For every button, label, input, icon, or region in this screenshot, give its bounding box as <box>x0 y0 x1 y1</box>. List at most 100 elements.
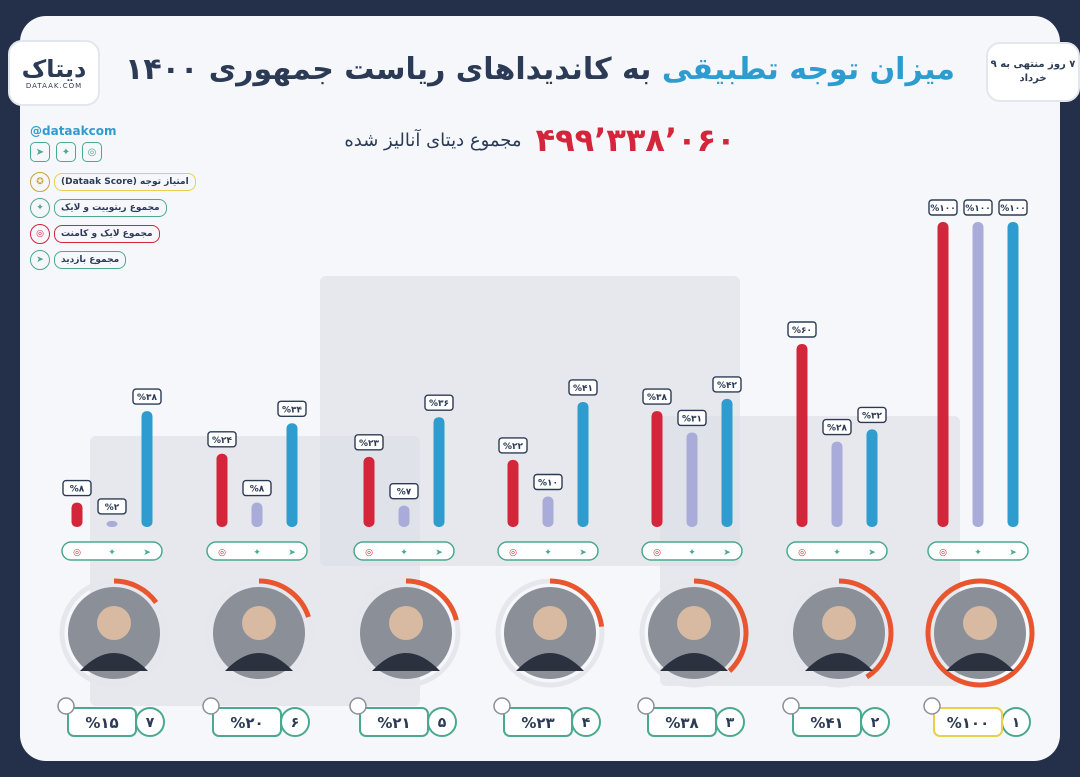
score-value: %۴۱ <box>810 714 843 732</box>
rank-number: ۵ <box>438 715 447 731</box>
data-label-twitter: %۳۱ <box>682 414 702 424</box>
candidate-avatar-face <box>389 606 423 640</box>
date-badge: ۷ روز منتهی به ۹ خرداد <box>986 42 1080 102</box>
data-label-box <box>242 479 272 497</box>
medal-icon: ✪ <box>30 172 50 192</box>
date-note: ۷ روز منتهی به ۹ خرداد <box>990 59 1076 84</box>
data-label-box <box>132 388 162 405</box>
telegram-icon: ➤ <box>579 548 587 558</box>
data-label-box <box>277 400 307 417</box>
legend-label-telegram: مجموع بازدید <box>54 251 127 269</box>
rank-number: ۳ <box>726 715 735 731</box>
icon-strip <box>206 541 308 561</box>
instagram-icon: ◎ <box>365 548 373 558</box>
total-value: ۴۹۹٬۳۳۸٬۰۶۰ <box>535 121 736 159</box>
data-label-box <box>677 409 707 427</box>
candidate-avatar-face <box>822 606 856 640</box>
data-label-box <box>928 199 958 216</box>
candidate-avatar-face <box>533 606 567 640</box>
bar-twitter <box>686 432 698 527</box>
data-label-box <box>207 431 237 448</box>
page-title: میزان توجه تطبیقی به کاندیداهای ریاست جم… <box>100 46 980 94</box>
twitter-icon: ✦ <box>544 548 552 558</box>
legend-label-score: امتیاز توجه (Dataak Score) <box>54 173 196 191</box>
data-label-box <box>963 199 993 216</box>
score-box <box>792 707 862 737</box>
social-handle[interactable]: @dataakcom <box>30 124 117 138</box>
instagram-icon: ◎ <box>653 548 661 558</box>
legend-label-twitter: مجموع ریتوییت و لایک <box>54 199 167 217</box>
telegram-icon: ➤ <box>288 548 296 558</box>
instagram-icon[interactable]: ◎ <box>82 142 102 162</box>
icon-strip <box>497 541 599 561</box>
data-label-box <box>822 418 852 436</box>
icon-strip <box>786 541 888 561</box>
twitter-icon: ✦ <box>400 548 408 558</box>
data-label-telegram: %۴۲ <box>717 381 738 391</box>
data-label-instagram: %۲۴ <box>212 436 233 446</box>
score-box <box>503 707 573 737</box>
rank-number: ۱ <box>1012 715 1021 731</box>
data-label-telegram: %۳۶ <box>429 399 449 409</box>
data-label-box <box>62 479 92 497</box>
candidate-avatar-face <box>677 606 711 640</box>
score-box <box>67 707 137 737</box>
bar-telegram <box>286 423 298 527</box>
bar-telegram <box>866 429 878 527</box>
legend-item-telegram: ➤ مجموع بازدید <box>30 250 196 270</box>
data-label-instagram: %۸ <box>70 485 85 495</box>
score-ring <box>784 578 894 688</box>
data-label-box <box>498 437 528 454</box>
bar-instagram <box>363 456 375 527</box>
candidate-avatar-face <box>97 606 131 640</box>
data-label-instagram: %۳۸ <box>647 393 668 403</box>
rank-number: ۷ <box>146 715 155 731</box>
bar-telegram <box>141 411 153 527</box>
candidate-avatar-body <box>80 653 148 671</box>
bar-instagram <box>71 502 83 527</box>
candidate-avatar-body <box>805 653 873 671</box>
title-rest: به کاندیداهای ریاست جمهوری ۱۴۰۰ <box>125 52 662 87</box>
data-label-box <box>857 406 887 424</box>
bar-twitter <box>398 505 410 527</box>
candidate-avatar-face <box>963 606 997 640</box>
icon-strip <box>61 541 163 561</box>
medal-icon <box>349 697 367 715</box>
data-label-box <box>354 434 384 451</box>
twitter-icon: ✦ <box>253 548 261 558</box>
bar-instagram <box>651 411 663 527</box>
bar-instagram <box>216 453 228 527</box>
twitter-icon[interactable]: ✦ <box>56 142 76 162</box>
candidate-avatar-body <box>946 653 1014 671</box>
bar-telegram <box>1007 222 1019 527</box>
data-label-box <box>424 394 454 411</box>
data-label-box <box>97 498 127 515</box>
legend-item-twitter: ✦ مجموع ریتوییت و لایک <box>30 198 196 218</box>
medal-icon <box>493 697 511 715</box>
score-value: %۲۰ <box>230 714 263 732</box>
twitter-icon: ✦ <box>974 548 982 558</box>
brand-site: DATAAK.COM <box>25 82 83 90</box>
candidate-avatar-body <box>372 653 440 671</box>
bar-twitter <box>251 502 263 527</box>
data-label-telegram: %۳۲ <box>862 411 883 421</box>
score-ring <box>639 578 749 688</box>
bar-telegram <box>577 401 589 527</box>
data-label-box <box>389 482 419 500</box>
legend-label-instagram: مجموع لایک و کامنت <box>54 225 160 243</box>
data-label-box <box>787 321 817 338</box>
telegram-icon: ➤ <box>1009 548 1017 558</box>
score-ring <box>495 578 605 688</box>
candidate-avatar-face <box>242 606 276 640</box>
bar-twitter <box>972 222 984 527</box>
icon-strip <box>353 541 455 561</box>
twitter-icon: ✦ <box>108 548 116 558</box>
data-label-twitter: %۲ <box>105 503 120 513</box>
rank-number: ۲ <box>871 715 880 731</box>
legend-item-instagram: ◎ مجموع لایک و کامنت <box>30 224 196 244</box>
twitter-icon: ✦ <box>688 548 696 558</box>
telegram-icon[interactable]: ➤ <box>30 142 50 162</box>
data-label-telegram: %۳۸ <box>137 393 158 403</box>
candidate-avatar-body <box>225 653 293 671</box>
bar-twitter <box>542 496 554 527</box>
